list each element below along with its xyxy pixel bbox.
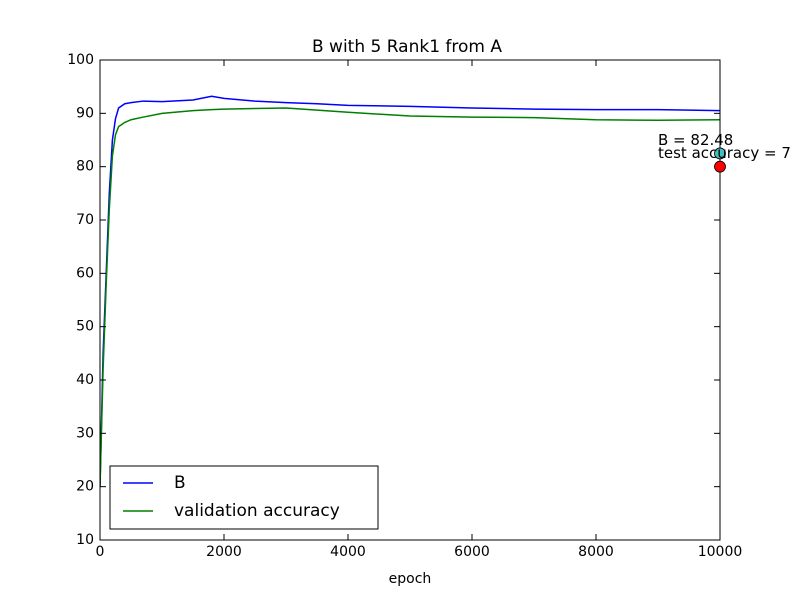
line (100, 107, 720, 487)
legend-label: validation accuracy (174, 501, 340, 521)
axes-frame (99, 59, 721, 541)
y-tick-label: 60 (76, 265, 94, 281)
y-tick-label: 70 (76, 212, 94, 228)
y-tick-label: 10 (76, 532, 94, 548)
legend-box (109, 465, 379, 530)
marker (714, 160, 726, 173)
marker (714, 147, 726, 160)
annotation: test accuracy = 7 (658, 144, 791, 162)
annotation: B = 82.48 (658, 131, 733, 149)
line (100, 95, 720, 487)
y-tick-label: 90 (76, 105, 94, 121)
y-tick-label: 100 (67, 52, 94, 68)
x-tick-label: 6000 (454, 544, 490, 560)
y-tick-label: 20 (76, 479, 94, 495)
x-tick-label: 0 (96, 544, 105, 560)
x-tick-label: 8000 (578, 544, 614, 560)
chart-title: B with 5 Rank1 from A (312, 37, 502, 57)
y-tick-label: 30 (76, 425, 94, 441)
y-tick-label: 40 (76, 372, 94, 388)
x-tick-label: 10000 (698, 544, 743, 560)
legend-label: B (174, 473, 186, 493)
y-tick-label: 80 (76, 159, 94, 175)
y-tick-label: 50 (76, 319, 94, 335)
x-tick-label: 2000 (206, 544, 242, 560)
x-tick-label: 4000 (330, 544, 366, 560)
x-axis-label: epoch (389, 571, 432, 587)
